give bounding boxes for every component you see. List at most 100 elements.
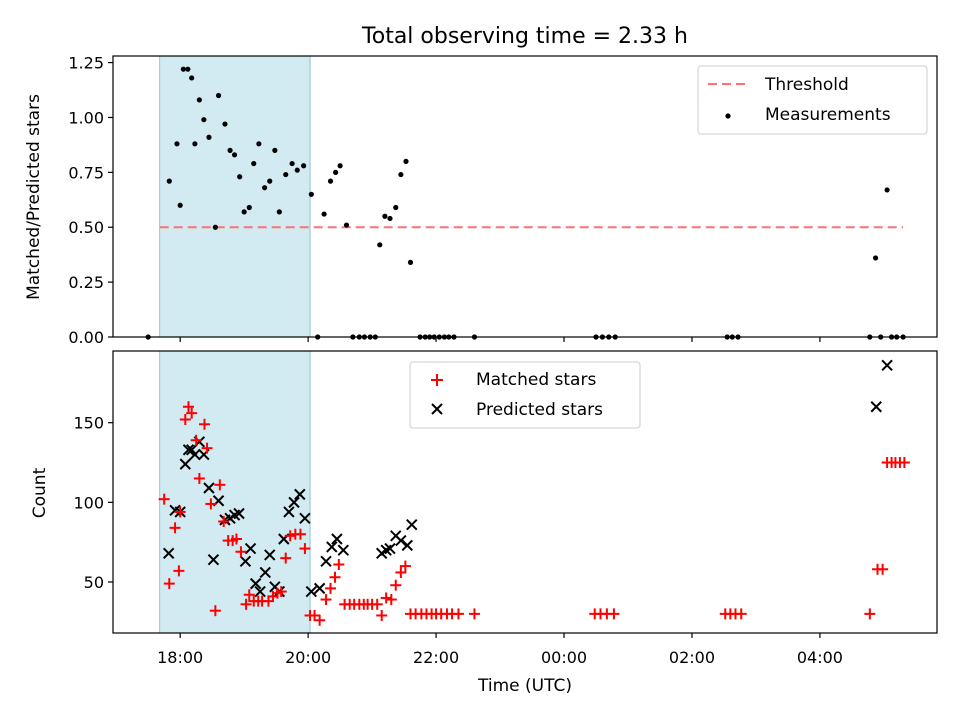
measurement-point (289, 160, 295, 167)
measurement-point (251, 160, 257, 167)
matched-star-point (205, 498, 217, 510)
legend-predicted-label: Predicted stars (476, 400, 603, 420)
predicted-star-point (264, 549, 276, 561)
matched-star-point (452, 608, 464, 620)
predicted-star-point (203, 482, 215, 494)
matched-star-point (174, 506, 186, 518)
matched-star-point (376, 609, 388, 621)
bottom-x-tick-label: 00:00 (541, 648, 587, 667)
measurement-point (377, 242, 383, 248)
matched-star-point (333, 558, 345, 570)
measurement-point (189, 75, 195, 81)
legend-threshold-label: Threshold (764, 75, 849, 95)
matched-star-point (320, 594, 332, 606)
predicted-star-point (259, 566, 271, 579)
predicted-star-point (313, 582, 326, 595)
measurement-point (382, 213, 388, 219)
x-axis-label: Time (UTC) (477, 676, 572, 696)
bottom-legend-box (409, 361, 641, 429)
predicted-star-point (395, 534, 407, 547)
top-legend: Threshold Measurements (697, 65, 928, 135)
legend-measurements-swatch (725, 113, 731, 119)
matched-star-point (163, 578, 175, 590)
matched-star-point (608, 608, 620, 620)
predicted-star-point (179, 458, 191, 470)
bottom-x-tick-label: 04:00 (797, 648, 843, 667)
legend-measurements-label: Measurements (765, 105, 891, 125)
top-y-tick-label: 1.25 (68, 54, 104, 73)
measurement-point (321, 211, 327, 217)
legend-matched-label: Matched stars (476, 370, 596, 390)
bottom-x-tick-label: 02:00 (669, 648, 715, 667)
predicted-star-point (299, 512, 311, 524)
matched-star-point (380, 592, 392, 604)
top-y-tick-label: 0.00 (68, 328, 104, 347)
measurement-point (166, 178, 172, 184)
predicted-star-point (182, 444, 195, 456)
measurement-point (337, 163, 343, 169)
bottom-shaded-span (159, 350, 311, 634)
top-y-tick-label: 0.25 (68, 273, 104, 292)
measurement-point (196, 97, 202, 103)
matched-star-point (214, 479, 226, 491)
measurement-point (308, 191, 314, 197)
measurement-point (227, 147, 233, 153)
measurement-point (177, 202, 183, 208)
bottom-axes-frame (112, 350, 938, 634)
measurement-point (403, 158, 409, 164)
predicted-star-point (233, 507, 245, 520)
measurement-point (231, 152, 238, 158)
matched-star-point (309, 609, 321, 621)
matched-star-point (243, 589, 255, 601)
predicted-star-point (401, 539, 413, 552)
matched-star-point (169, 522, 181, 534)
measurement-point (241, 209, 247, 215)
matched-star-point (371, 598, 383, 610)
matched-star-point (325, 582, 337, 594)
top-y-axis-label: Matched/Predicted stars (24, 94, 44, 300)
measurement-points (145, 66, 906, 340)
predicted-star-point (288, 496, 300, 509)
measurement-point (333, 169, 339, 175)
matched-star-point (898, 457, 910, 469)
predicted-star-point (249, 577, 262, 590)
matched-star-point (193, 472, 205, 484)
measurement-point (276, 209, 282, 215)
measurement-point (256, 141, 262, 147)
top-y-tick-label: 1.00 (68, 108, 104, 127)
measurement-point (237, 174, 243, 180)
bottom-x-tick-label: 18:00 (157, 648, 203, 667)
measurement-point (215, 92, 222, 99)
measurement-point (246, 204, 252, 211)
matched-star-point (198, 418, 210, 430)
matched-star-point (294, 528, 306, 540)
bottom-legend: Matched stars Predicted stars (409, 361, 641, 429)
measurement-point (294, 167, 300, 173)
matched-star-point (395, 566, 407, 578)
top-y-tick-label: 0.50 (68, 218, 104, 237)
predicted-star-point (406, 518, 418, 531)
predicted-star-point (326, 541, 338, 553)
bottom-y-tick-label: 50 (84, 573, 104, 592)
measurement-point (201, 117, 207, 123)
measurement-point (398, 171, 404, 178)
predicted-star-point (870, 401, 882, 413)
matched-star-point (158, 493, 170, 505)
predicted-star-point (283, 506, 295, 518)
measurement-point (192, 141, 198, 147)
bottom-x-tick-label: 20:00 (285, 648, 331, 667)
matched-star-point (390, 579, 402, 591)
predicted-star-point (254, 585, 266, 598)
predicted-star-point (384, 542, 396, 555)
matched-star-point (209, 605, 221, 617)
bottom-y-axis-label: Count (30, 467, 50, 518)
measurement-point (301, 163, 307, 169)
measurement-point (283, 171, 289, 178)
measurement-point (407, 259, 414, 265)
measurement-point (222, 121, 228, 127)
matched-star-point (275, 586, 287, 598)
top-shaded-span (159, 55, 311, 338)
predicted-star-point (294, 488, 306, 501)
measurement-point (884, 187, 890, 193)
matched-star-point (399, 560, 411, 572)
